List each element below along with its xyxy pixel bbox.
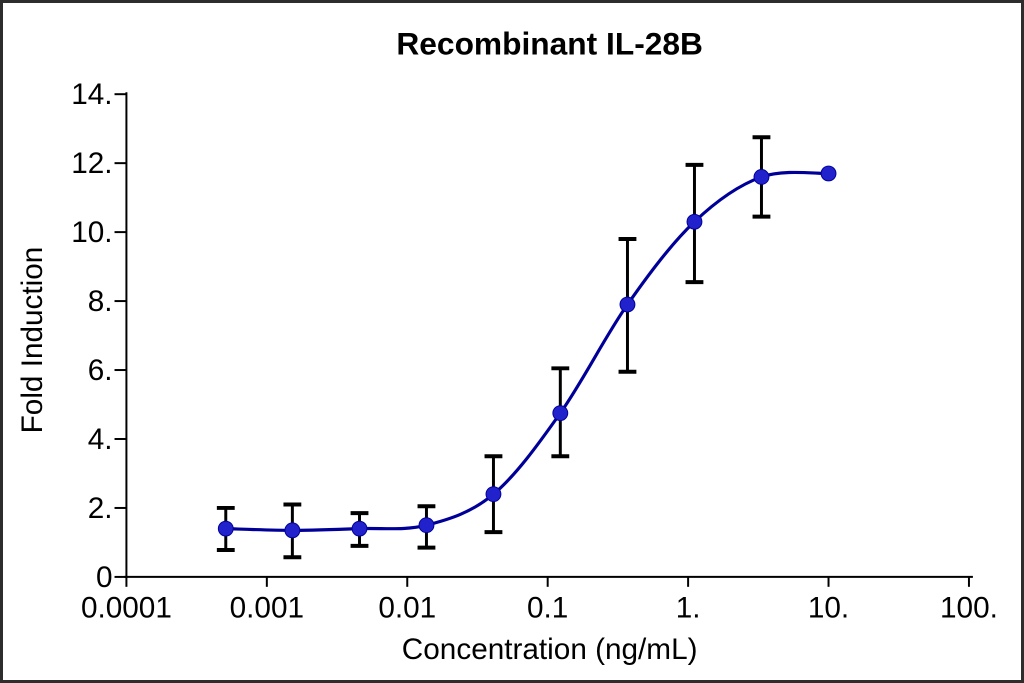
y-tick-label: 10. [71,216,112,249]
x-tick-label: 0.001 [230,592,304,625]
fit-curve [224,170,831,532]
x-tick-label: 100. [940,592,998,625]
data-point [753,169,770,185]
y-tick-label: 4. [88,423,113,456]
plot-area: 0 2. 4. 6. 8. 10. 12. 14. 0.0001 0.001 0.01 0.1 1. 10… [71,78,998,624]
data-point [820,165,837,182]
y-tick-label: 8. [88,285,113,318]
x-tick-label: 1. [676,592,701,625]
y-tick-label: 2. [88,492,113,525]
data-point [217,520,234,537]
x-tick-label: 0.0001 [81,592,172,625]
y-axis-title: Fold Induction [16,247,49,434]
y-tick-label: 14. [71,78,112,111]
y-tick-label: 0 [96,561,113,594]
data-point [351,520,368,537]
data-point [619,296,636,313]
x-axis-title: Concentration (ng/mL) [402,633,698,666]
chart-title: Recombinant IL-28B [396,26,703,62]
data-point [552,405,569,422]
data-point [284,522,301,539]
data-point [418,517,435,534]
y-tick-label: 12. [71,147,112,180]
x-tick-label: 0.1 [527,592,568,625]
x-tick-label: 10. [808,592,849,625]
chart-canvas: Recombinant IL-28B Concentration (ng/mL)… [16,26,998,667]
data-point [686,213,703,230]
x-tick-label: 0.01 [378,592,436,625]
y-tick-label: 6. [88,354,113,387]
data-point [485,486,502,503]
